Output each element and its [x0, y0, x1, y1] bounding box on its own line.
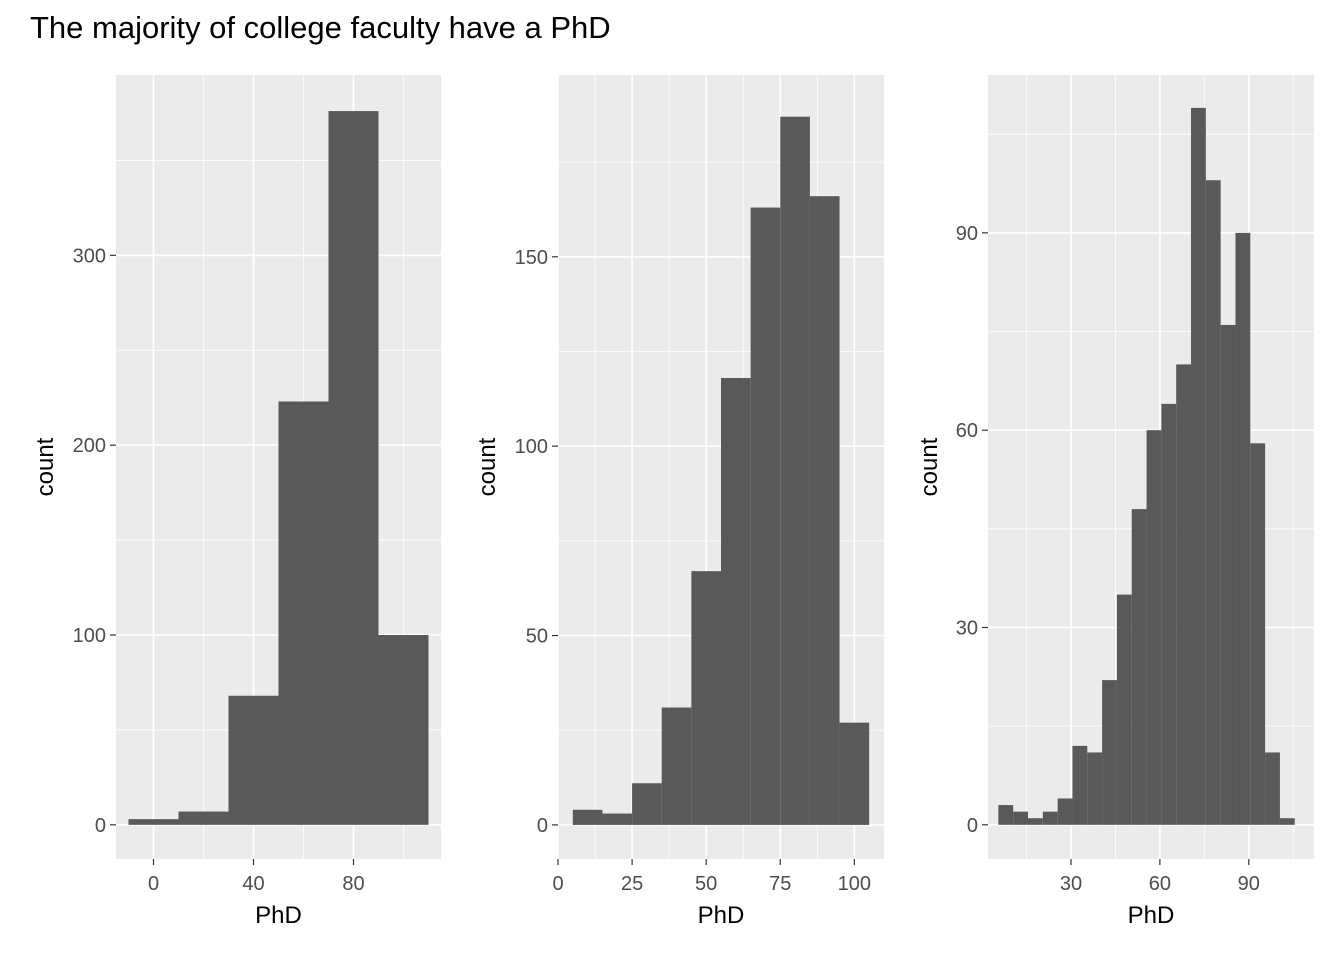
x-tick-label: 40 [242, 873, 264, 895]
x-tick-label: 0 [552, 873, 563, 895]
histogram-bar [1205, 180, 1221, 825]
x-tick-label: 50 [695, 873, 717, 895]
histogram-bar [1161, 403, 1177, 825]
histogram-bar [1191, 107, 1206, 825]
histogram-bar [721, 377, 751, 825]
page-title: The majority of college faculty have a P… [30, 10, 611, 45]
y-axis-title: count [474, 437, 501, 496]
y-tick-label: 30 [956, 617, 978, 639]
histogram-bar [1279, 818, 1295, 825]
histogram-bar [1235, 232, 1251, 825]
y-tick-label: 90 [956, 223, 978, 245]
histogram-bar [1057, 798, 1073, 825]
histogram-bar [750, 207, 781, 825]
x-tick-label: 0 [148, 873, 159, 895]
y-tick-label: 200 [73, 435, 106, 457]
y-axis-title: count [916, 437, 943, 496]
x-axis-title: PhD [698, 902, 745, 929]
y-axis-title: count [32, 437, 59, 496]
histogram-bar [809, 196, 840, 825]
histogram-bar [1146, 430, 1162, 825]
histogram-bar [1087, 752, 1103, 825]
histogram-bar [632, 783, 662, 825]
histogram-bar [328, 111, 379, 825]
histogram-bar [1176, 364, 1192, 825]
x-tick-label: 30 [1060, 873, 1082, 895]
y-tick-label: 100 [73, 625, 106, 647]
histogram-bar [1116, 594, 1132, 825]
histogram-bar [1220, 324, 1236, 825]
x-tick-label: 60 [1149, 873, 1171, 895]
x-tick-label: 80 [342, 873, 364, 895]
histogram-bar [998, 805, 1014, 825]
histogram-bar [228, 695, 279, 825]
y-tick-label: 50 [526, 626, 548, 648]
histogram-bar [1028, 818, 1043, 825]
x-tick-label: 25 [621, 873, 643, 895]
histogram-bar [1250, 443, 1266, 825]
histogram-bar [378, 635, 429, 825]
histogram-bar [278, 401, 329, 825]
histogram-bar [1072, 745, 1088, 825]
x-axis-title: PhD [1128, 902, 1175, 929]
histogram-bar [602, 813, 633, 825]
x-tick-label: 100 [838, 873, 871, 895]
histogram-bar [572, 809, 603, 825]
histogram-bar [661, 707, 692, 825]
y-tick-label: 150 [515, 247, 548, 269]
x-tick-label: 75 [769, 873, 791, 895]
histogram-bar [178, 811, 229, 825]
histogram-bar [1013, 811, 1029, 825]
histogram-bar [1265, 752, 1280, 825]
y-tick-label: 0 [95, 815, 106, 837]
y-tick-label: 0 [537, 815, 548, 837]
histogram-bar [691, 571, 721, 825]
y-tick-label: 60 [956, 420, 978, 442]
x-tick-label: 90 [1238, 873, 1260, 895]
histogram-bar [839, 722, 870, 825]
y-tick-label: 0 [967, 815, 978, 837]
histogram-bar [780, 116, 810, 825]
histogram-bar [128, 819, 179, 825]
histogram-bar [1042, 811, 1058, 825]
y-tick-label: 300 [73, 245, 106, 267]
histogram-bar [1131, 509, 1147, 825]
histogram-bar [1102, 680, 1117, 825]
y-tick-label: 100 [515, 436, 548, 458]
x-axis-title: PhD [255, 902, 302, 929]
